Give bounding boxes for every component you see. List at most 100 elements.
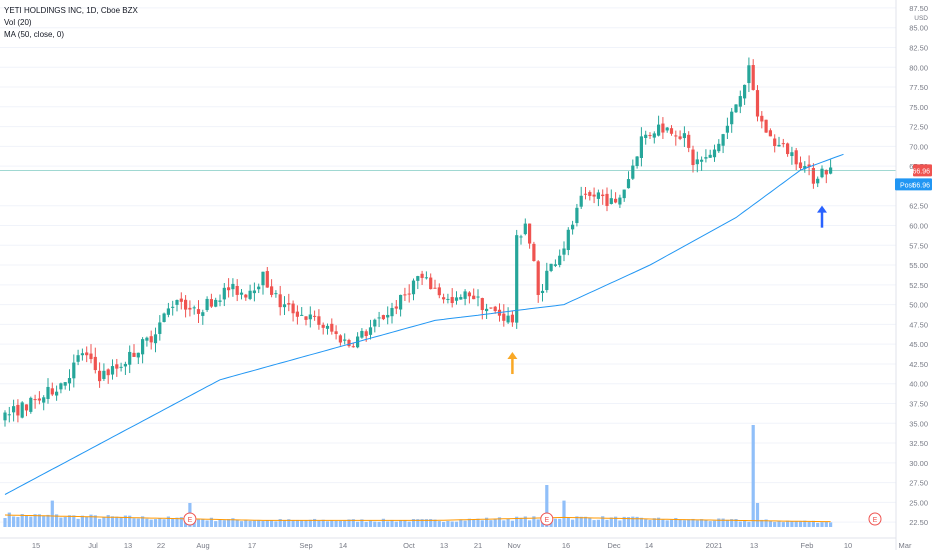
volume-bar (639, 517, 643, 527)
candle-body (313, 315, 317, 317)
volume-bar (102, 517, 106, 527)
candle-body (528, 223, 532, 244)
volume-bar (110, 516, 115, 527)
candle-body (184, 299, 188, 310)
volume-bar (338, 520, 342, 527)
candle-body (196, 309, 201, 314)
volume-bar (575, 516, 579, 527)
volume-bar (351, 519, 355, 527)
moving-average-label[interactable]: MA (50, close, 0) (4, 30, 65, 39)
candle-body (295, 311, 299, 317)
volume-bar (399, 520, 403, 527)
volume-bar (712, 520, 717, 527)
volume-bar (270, 520, 274, 527)
candle-body (119, 366, 123, 368)
candle-body (773, 138, 777, 147)
volume-bar (252, 520, 256, 527)
candle-body (270, 286, 274, 295)
candle-body (222, 287, 226, 300)
price-tick-label: 77.50 (909, 83, 928, 92)
candle-body (519, 236, 523, 238)
volume-indicator-label[interactable]: Vol (20) (4, 18, 32, 27)
volume-bar (648, 520, 652, 527)
volume-bar (450, 521, 454, 527)
volume-bar (334, 520, 338, 527)
candle-body (308, 314, 312, 320)
candle-body (446, 298, 450, 300)
volume-bar (510, 520, 514, 527)
candle-body (424, 277, 428, 279)
volume-bar (308, 519, 312, 527)
volume-bar (141, 516, 145, 527)
candle-body (794, 150, 798, 165)
candle-body (300, 314, 304, 316)
volume-bar (786, 520, 790, 527)
candle-body (123, 363, 127, 367)
volume-bar (489, 520, 493, 527)
earnings-marker[interactable] (183, 512, 197, 526)
volume-bar (691, 518, 695, 527)
volume-bar (626, 517, 631, 527)
annotation-arrow-head (817, 205, 827, 213)
price-tick-label: 50.00 (909, 301, 928, 310)
volume-bar (218, 520, 222, 527)
volume-bar (747, 521, 751, 527)
candle-body (407, 293, 411, 295)
price-tick-label: 60.00 (909, 221, 928, 230)
candle-body (278, 294, 282, 308)
volume-bar (725, 519, 729, 527)
volume-bar (803, 520, 807, 527)
candle-body (175, 299, 179, 305)
candle-body (695, 159, 699, 165)
candle-body (463, 291, 467, 299)
moving-average-line (4, 153, 844, 495)
volume-bar (7, 512, 11, 527)
volume-bar (248, 520, 252, 527)
post-market-price: 66.96 (912, 182, 930, 189)
time-tick-label: 14 (645, 541, 653, 550)
candle-body (149, 336, 153, 343)
volume-bar (3, 517, 7, 527)
candle-body (50, 388, 54, 395)
candle-body (644, 134, 648, 138)
candle-body (411, 280, 416, 295)
candle-body (377, 317, 381, 319)
price-tick-label: 45.00 (909, 340, 928, 349)
candle-body (153, 334, 158, 344)
volume-bar (446, 520, 450, 527)
volume-bar (790, 521, 794, 527)
candle-body (437, 287, 441, 296)
symbol-title[interactable]: YETI HOLDINGS INC, 1D, Cboe BZX (4, 6, 138, 15)
earnings-marker[interactable] (540, 512, 554, 526)
volume-bar (528, 520, 532, 527)
candle-body (657, 124, 661, 136)
candle-body (110, 366, 115, 375)
candle-body (364, 331, 368, 337)
volume-bar (313, 518, 317, 527)
volume-bar (72, 515, 76, 527)
volume-bar (394, 521, 398, 527)
candle-body (239, 292, 244, 295)
volume-bar (282, 520, 287, 527)
price-tick-label: 25.00 (909, 498, 928, 507)
volume-bar (622, 516, 626, 527)
volume-bar (760, 519, 764, 527)
candle-body (24, 404, 29, 411)
candle-body (442, 297, 446, 300)
volume-bar (42, 515, 46, 527)
volume-bar (661, 519, 665, 527)
candle-body (72, 362, 76, 379)
candle-body (252, 290, 256, 294)
volume-bar (442, 521, 446, 527)
candle-body (614, 198, 618, 203)
candle-body (360, 330, 364, 338)
candle-body (265, 271, 269, 288)
volume-bar (171, 518, 175, 527)
volume-bar (768, 520, 772, 527)
volume-bar (743, 520, 747, 527)
earnings-marker-label: E (873, 517, 878, 524)
earnings-marker[interactable] (868, 512, 882, 526)
candle-body (98, 370, 102, 382)
